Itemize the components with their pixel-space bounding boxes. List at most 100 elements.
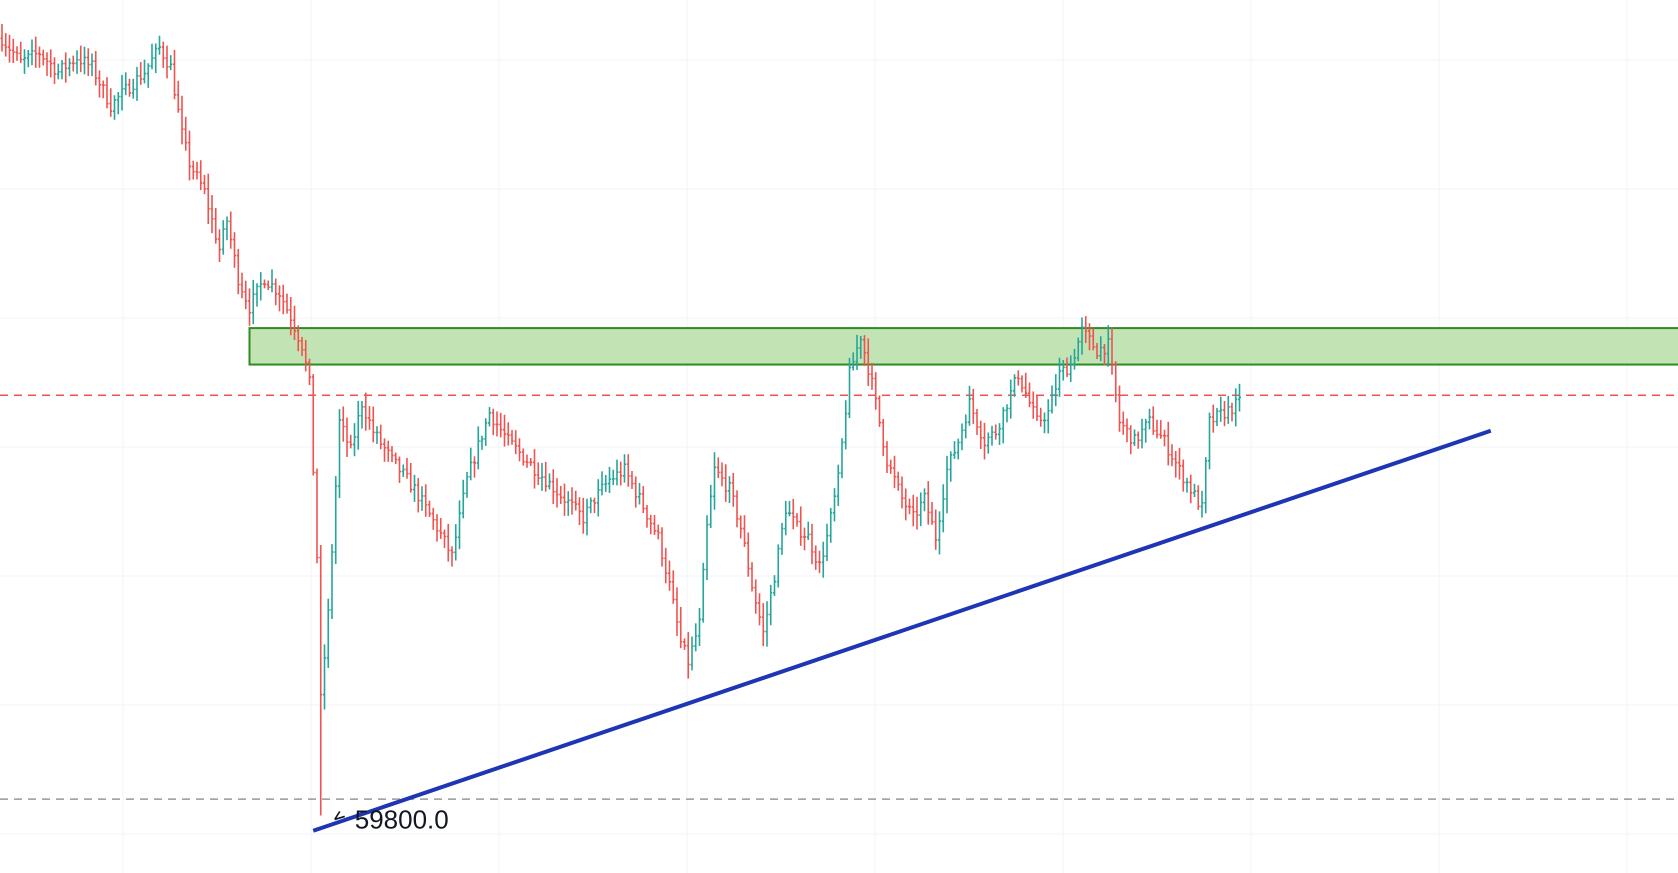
ohlc-bar <box>394 452 398 465</box>
ohlc-bar <box>773 575 776 597</box>
ohlc-bar <box>656 524 660 540</box>
ohlc-bar <box>668 560 671 591</box>
ohlc-bar <box>874 372 878 410</box>
ohlc-bar <box>1080 317 1084 355</box>
ohlc-bar <box>1159 420 1163 439</box>
ohlc-bar <box>323 644 326 710</box>
ohlc-bar <box>623 454 626 483</box>
ohlc-bar <box>38 46 41 68</box>
ohlc-bar <box>750 562 754 592</box>
ohlc-bar <box>731 472 735 507</box>
ohlc-bar <box>1230 402 1234 422</box>
ohlc-bar <box>1151 406 1155 435</box>
ohlc-bar <box>356 400 360 450</box>
ohlc-bar <box>983 422 986 460</box>
ohlc-bar <box>769 584 773 626</box>
ohlc-bar <box>1208 412 1211 470</box>
ohlc-bar <box>1114 361 1118 403</box>
ohlc-bar <box>1121 411 1125 435</box>
horizontal-lines <box>0 394 1678 800</box>
ohlc-bar <box>289 297 293 336</box>
ohlc-bar <box>1204 457 1208 514</box>
ohlc-bar <box>1181 459 1185 492</box>
ohlc-bar <box>263 279 266 289</box>
ohlc-bar <box>368 406 371 430</box>
ohlc-bar <box>30 39 34 66</box>
ohlc-bar <box>593 497 596 514</box>
ohlc-bar <box>68 58 71 77</box>
ohlc-bar <box>476 426 480 470</box>
ohlc-bar <box>960 423 964 451</box>
ohlc-bar <box>675 587 679 636</box>
ohlc-bar <box>1219 396 1223 422</box>
ohlc-bar <box>480 435 484 450</box>
ohlc-bar <box>341 406 345 442</box>
ohlc-bar <box>615 459 619 486</box>
ohlc-bar <box>525 454 529 468</box>
ohlc-bar <box>746 532 750 577</box>
ohlc-bar <box>566 491 570 516</box>
ohlc-bar <box>56 63 60 80</box>
ohlc-bar <box>435 514 439 542</box>
ohlc-bar <box>941 484 945 533</box>
ohlc-bar <box>990 425 994 446</box>
ohlc-bar <box>338 409 341 499</box>
ohlc-bar <box>233 232 236 268</box>
ohlc-bar <box>521 448 525 466</box>
ohlc-bar <box>146 63 150 88</box>
ohlc-bar <box>829 507 833 543</box>
ohlc-bar <box>491 408 495 436</box>
ohlc-bar <box>908 498 911 515</box>
ohlc-bar <box>780 522 784 555</box>
ohlc-bar <box>214 207 218 244</box>
ohlc-bar <box>938 511 941 555</box>
ohlc-bar <box>784 500 788 536</box>
ohlc-bar <box>1170 444 1174 467</box>
ohlc-bar <box>533 449 536 489</box>
ohlc-bar <box>998 423 1001 445</box>
ohlc-bar <box>641 485 645 514</box>
ohlc-bar <box>98 70 101 98</box>
ohlc-bar <box>581 497 585 534</box>
ohlc-bar <box>278 285 281 312</box>
low-marker: 59800.0 <box>334 804 449 834</box>
ohlc-bar <box>308 358 311 386</box>
ohlc-bar <box>803 527 806 551</box>
ohlc-bar <box>1163 429 1166 447</box>
ohlc-bar <box>191 160 195 180</box>
ohlc-bar <box>930 501 934 525</box>
ohlc-bar <box>540 462 544 491</box>
ohlc-bar <box>255 283 259 307</box>
ohlc-bar <box>188 130 191 181</box>
ohlc-bar <box>544 461 548 492</box>
ohlc-bar <box>975 408 979 435</box>
trendline <box>312 428 1492 833</box>
ohlc-bar <box>1046 399 1050 434</box>
ohlc-bar <box>1088 323 1091 351</box>
ohlc-bar <box>45 52 49 76</box>
ohlc-bar <box>653 514 656 535</box>
ohlc-bar <box>1091 328 1095 351</box>
trendline-layer <box>312 428 1492 833</box>
ohlc-bar <box>120 74 124 111</box>
ohlc-bar <box>664 547 668 584</box>
ohlc-bar <box>499 412 503 438</box>
ohlc-bar <box>713 452 716 510</box>
ohlc-bar <box>90 53 94 77</box>
ohlc-bars <box>0 24 1241 816</box>
ohlc-bar <box>240 272 244 299</box>
ohlc-bar <box>956 438 960 460</box>
low-marker-arrow-icon <box>334 811 345 821</box>
ohlc-bar <box>574 490 578 511</box>
ohlc-bar <box>698 607 701 647</box>
ohlc-bar <box>810 523 814 565</box>
ohlc-bar <box>398 456 401 483</box>
ohlc-bar <box>0 24 4 52</box>
ohlc-bar <box>634 476 638 508</box>
ohlc-bar <box>124 72 128 96</box>
ohlc-bar <box>709 484 713 528</box>
ohlc-bar <box>266 280 270 291</box>
ohlc-bar <box>128 78 131 97</box>
ohlc-bar <box>416 478 420 513</box>
ohlc-bar <box>326 598 330 669</box>
